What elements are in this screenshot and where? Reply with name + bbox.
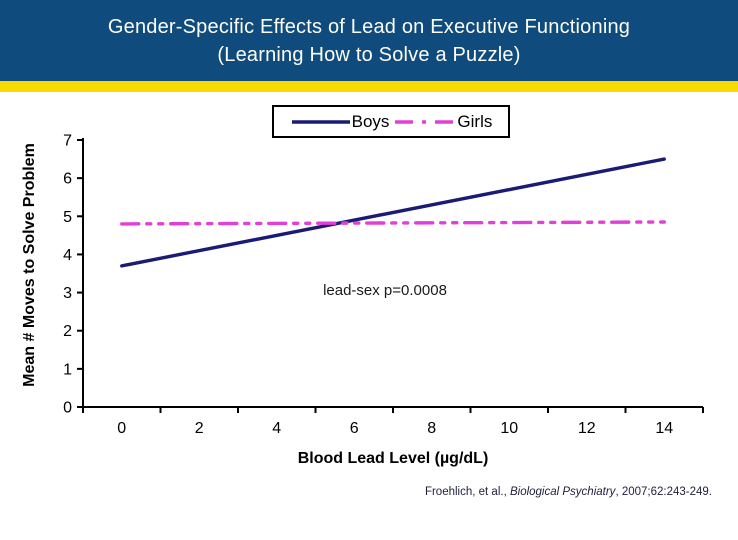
- citation-journal: Biological Psychiatry: [509, 486, 616, 498]
- slide-title-line1: Gender-Specific Effects of Lead on Execu…: [107, 15, 631, 38]
- y-axis-tick-label: 4: [63, 247, 72, 264]
- y-axis-tick-label: 0: [63, 400, 72, 417]
- x-axis-tick-label: 4: [272, 420, 281, 437]
- citation: Froehlich, et al., Biological Psychiatry…: [425, 486, 712, 498]
- citation-authors: Froehlich, et al.,: [424, 486, 510, 498]
- boys-line-swatch-icon: [291, 119, 350, 124]
- accent-divider-bar: [0, 81, 738, 92]
- slide-title-line2: (Learning How to Solve a Puzzle): [217, 43, 521, 66]
- y-axis-tick-label: 3: [63, 285, 72, 302]
- x-axis-tick-label: 8: [427, 420, 436, 437]
- x-axis-tick-label: 14: [655, 420, 673, 437]
- x-axis-label: Blood Lead Level (µg/dL): [297, 450, 489, 467]
- x-axis-tick-label: 6: [350, 420, 359, 437]
- citation-volume: , 2007;62:243-249.: [615, 486, 712, 498]
- girls-data-line: [120, 220, 666, 226]
- boys-data-line: [120, 157, 666, 268]
- x-axis-tick-label: 2: [195, 420, 204, 437]
- pvalue-annotation: lead-sex p=0.0008: [323, 282, 447, 299]
- chart-legend: Boys Girls: [272, 105, 510, 138]
- legend-label-girls: Girls: [457, 111, 493, 131]
- y-axis-tick-label: 5: [63, 209, 72, 226]
- legend-entry-girls: Girls: [393, 112, 492, 132]
- y-axis-tick-label: 7: [63, 133, 72, 150]
- y-axis-tick-label: 1: [63, 361, 72, 378]
- x-axis-tick-label: 0: [117, 420, 126, 437]
- y-axis-tick-label: 6: [63, 171, 72, 188]
- legend-label-boys: Boys: [351, 111, 390, 131]
- girls-line-swatch-icon: [395, 119, 456, 124]
- x-axis-tick-label: 10: [500, 420, 518, 437]
- slide-title-bar: Gender-Specific Effects of Lead on Execu…: [0, 0, 738, 81]
- y-axis-tick-label: 2: [63, 323, 72, 340]
- legend-entry-boys: Boys: [290, 111, 390, 132]
- x-axis-tick-label: 12: [578, 420, 596, 437]
- y-axis-label: Mean # Moves to Solve Problem: [21, 143, 38, 387]
